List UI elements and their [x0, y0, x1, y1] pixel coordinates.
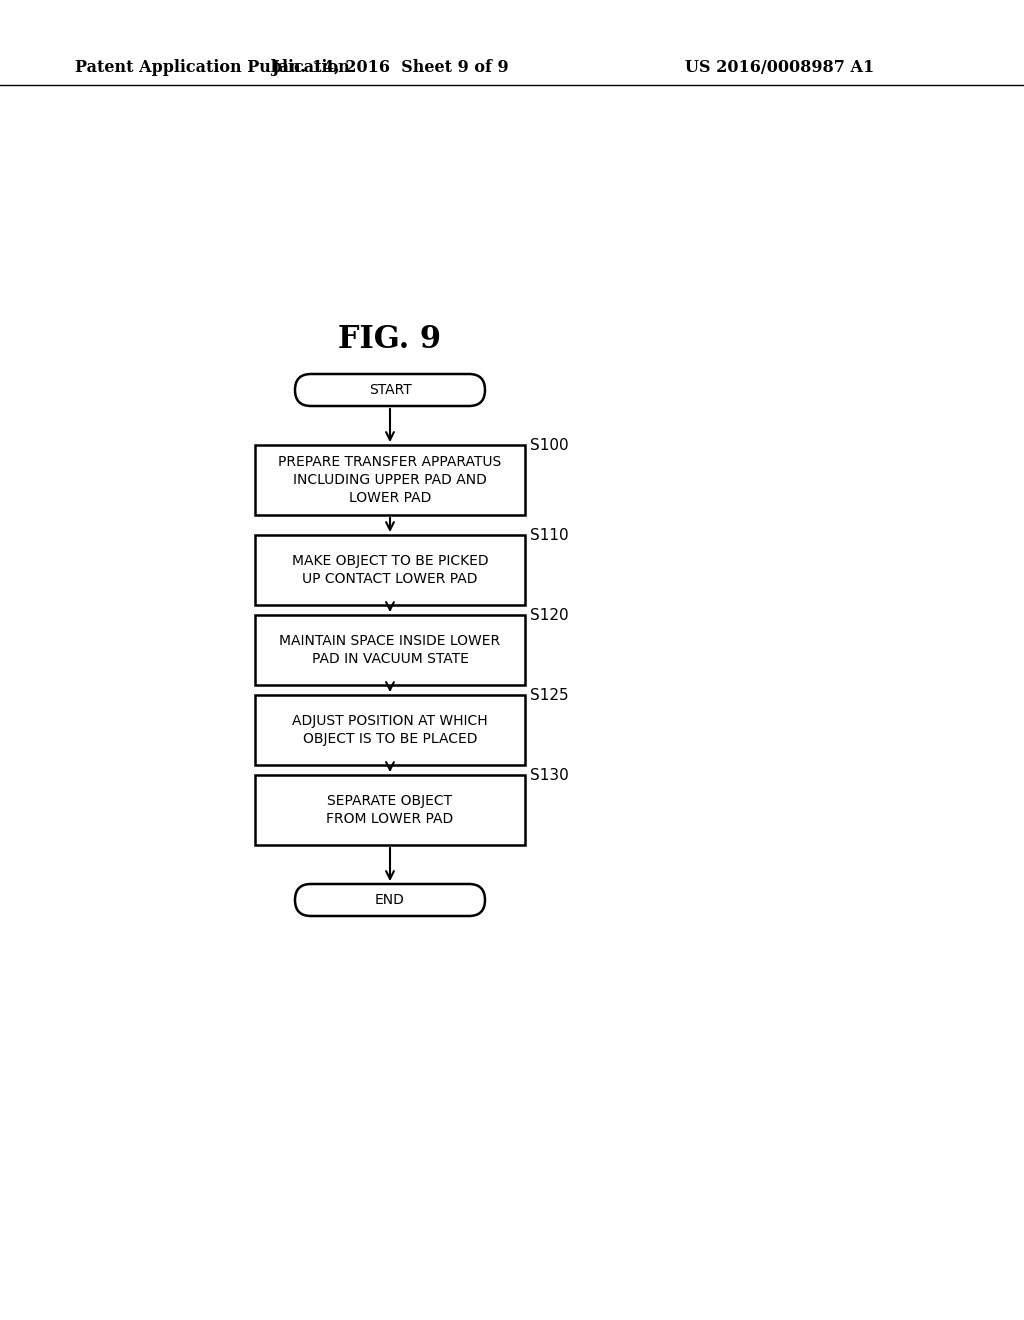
Text: S130: S130 [530, 767, 568, 783]
Bar [255, 696, 525, 766]
Text: US 2016/0008987 A1: US 2016/0008987 A1 [685, 59, 874, 77]
Text: END: END [375, 894, 404, 907]
Text: PREPARE TRANSFER APPARATUS
INCLUDING UPPER PAD AND
LOWER PAD: PREPARE TRANSFER APPARATUS INCLUDING UPP… [279, 454, 502, 506]
Text: FIG. 9: FIG. 9 [339, 325, 441, 355]
Text: Patent Application Publication: Patent Application Publication [75, 59, 350, 77]
Bar [255, 615, 525, 685]
FancyBboxPatch shape [295, 884, 485, 916]
Text: S110: S110 [530, 528, 568, 543]
Text: MAKE OBJECT TO BE PICKED
UP CONTACT LOWER PAD: MAKE OBJECT TO BE PICKED UP CONTACT LOWE… [292, 554, 488, 586]
Bar [255, 535, 525, 605]
Bar [255, 775, 525, 845]
Text: Jan. 14, 2016  Sheet 9 of 9: Jan. 14, 2016 Sheet 9 of 9 [271, 59, 509, 77]
Text: SEPARATE OBJECT
FROM LOWER PAD: SEPARATE OBJECT FROM LOWER PAD [327, 793, 454, 826]
Text: S125: S125 [530, 688, 568, 702]
Text: ADJUST POSITION AT WHICH
OBJECT IS TO BE PLACED: ADJUST POSITION AT WHICH OBJECT IS TO BE… [292, 714, 487, 746]
Text: START: START [369, 383, 412, 397]
FancyBboxPatch shape [295, 374, 485, 407]
Text: MAINTAIN SPACE INSIDE LOWER
PAD IN VACUUM STATE: MAINTAIN SPACE INSIDE LOWER PAD IN VACUU… [280, 634, 501, 667]
Bar [255, 445, 525, 515]
Text: S120: S120 [530, 607, 568, 623]
Text: S100: S100 [530, 437, 568, 453]
